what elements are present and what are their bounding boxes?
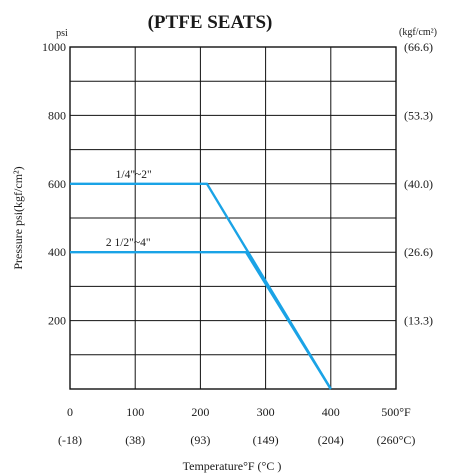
x-tick-sub-label: (149) — [253, 433, 279, 447]
y-tick-left: 1000 — [42, 40, 66, 54]
y-unit-right: (kgf/cm²) — [399, 27, 437, 38]
chart-title: (PTFE SEATS) — [148, 12, 273, 33]
x-tick-sub-label: (204) — [318, 433, 344, 447]
x-tick-label: 400 — [322, 405, 340, 419]
x-tick-label: 300 — [257, 405, 275, 419]
y-tick-right: (40.0) — [404, 177, 433, 191]
x-tick-sub-label: (260°C) — [377, 433, 416, 447]
y-tick-right: (13.3) — [404, 314, 433, 328]
x-tick-sub-label: (-18) — [58, 433, 82, 447]
series-line — [70, 250, 332, 390]
series-lines: 1/4"~2" 2 1/2"~4" — [70, 169, 332, 390]
x-tick-label: 200 — [191, 405, 209, 419]
x-axis-label: Temperature°F (°C ) — [183, 459, 282, 473]
x-tick-label: 100 — [126, 405, 144, 419]
x-tick-label: 500°F — [381, 405, 411, 419]
y-tick-right: (53.3) — [404, 108, 433, 122]
y-tick-left: 200 — [48, 314, 66, 328]
x-tick-sub-label: (38) — [125, 433, 145, 447]
y-tick-left: 400 — [48, 245, 66, 259]
grid — [69, 46, 397, 390]
x-tick-sub-label: (93) — [190, 433, 210, 447]
series-label: 2 1/2"~4" — [106, 237, 151, 249]
plot-frame — [69, 46, 397, 390]
y-tick-right: (66.6) — [404, 40, 433, 54]
y-tick-right: (26.6) — [404, 245, 433, 259]
y-unit-left: psi — [56, 28, 68, 39]
x-tick-label: 0 — [67, 405, 73, 419]
y-tick-left: 600 — [48, 177, 66, 191]
series-label: 1/4"~2" — [116, 169, 152, 181]
tick-labels: 2004006008001000(13.3)(26.6)(40.0)(53.3)… — [42, 40, 433, 447]
y-axis-label: Pressure psi(kgf/cm²) — [11, 166, 25, 269]
y-tick-left: 800 — [48, 108, 66, 122]
